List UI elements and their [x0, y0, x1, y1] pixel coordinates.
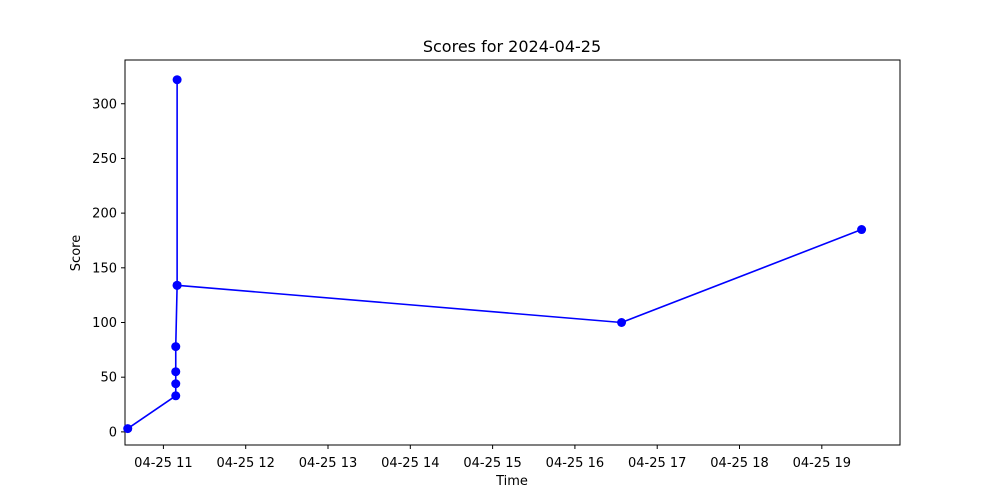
data-point [617, 318, 627, 327]
y-tick-label: 0 [109, 425, 117, 440]
data-point [171, 379, 181, 389]
x-tick-label: 04-25 17 [628, 456, 686, 471]
data-point [171, 367, 181, 377]
chart-title: Scores for 2024-04-25 [423, 37, 601, 56]
y-tick-label: 300 [92, 97, 117, 112]
x-tick-label: 04-25 15 [463, 456, 521, 471]
y-tick-label: 250 [92, 152, 117, 167]
x-axis-label: Time [495, 474, 528, 489]
y-tick-label: 50 [100, 371, 117, 386]
x-tick-label: 04-25 19 [793, 456, 851, 471]
y-tick-label: 100 [92, 316, 117, 331]
data-point [123, 424, 133, 434]
data-point [172, 75, 182, 85]
data-point [171, 391, 181, 401]
y-axis-ticks: 0 50 100 150 200 250 300 [92, 97, 125, 440]
plot-frame [124, 59, 901, 446]
series-line [127, 78, 862, 430]
data-point [172, 280, 182, 290]
x-tick-label: 04-25 12 [216, 456, 274, 471]
y-axis-label: Score [69, 235, 84, 271]
data-point [857, 225, 867, 235]
series-layer [123, 75, 867, 434]
y-tick-label: 200 [92, 207, 117, 222]
x-tick-label: 04-25 14 [381, 456, 439, 471]
x-tick-label: 04-25 11 [134, 456, 192, 471]
x-axis-ticks: 04-25 11 04-25 12 04-25 13 04-25 14 04-25 15… [134, 445, 851, 471]
x-tick-label: 04-25 16 [546, 456, 604, 471]
plot-area [124, 59, 901, 446]
y-tick-label: 150 [92, 261, 117, 276]
x-tick-label: 04-25 13 [299, 456, 357, 471]
x-tick-label: 04-25 18 [710, 456, 768, 471]
data-point [171, 342, 181, 352]
